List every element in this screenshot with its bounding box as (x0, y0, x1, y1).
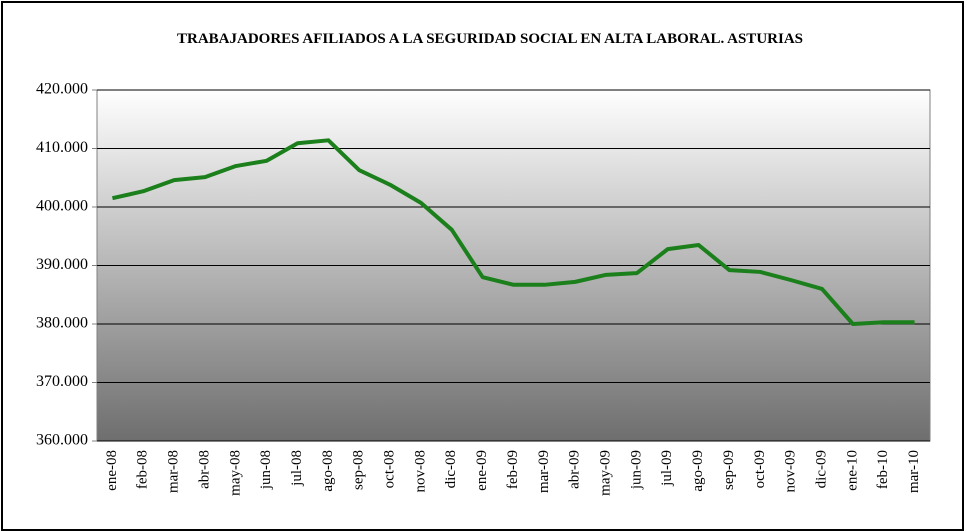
x-tick-label: jul-09 (659, 450, 675, 487)
x-tick-label: feb-08 (135, 450, 151, 489)
x-tick-label: jun-09 (628, 450, 644, 490)
x-tick-label: feb-09 (505, 450, 521, 489)
x-tick-label: may-08 (227, 450, 243, 496)
chart-title: TRABAJADORES AFILIADOS A LA SEGURIDAD SO… (176, 31, 803, 47)
x-tick-label: sep-09 (721, 450, 737, 490)
x-tick-label: nov-09 (783, 450, 799, 493)
x-tick-label: jun-08 (258, 450, 274, 490)
x-tick-label: ene-10 (844, 450, 860, 491)
x-tick-label: oct-09 (752, 450, 768, 488)
y-tick-label: 400.000 (36, 198, 88, 215)
y-tick-label: 410.000 (36, 139, 88, 156)
x-tick-label: ago-08 (320, 450, 336, 492)
x-tick-label: ene-09 (474, 450, 490, 491)
x-tick-label: ago-09 (690, 450, 706, 492)
x-tick-label: feb-10 (875, 450, 891, 489)
x-tick-label: dic-09 (813, 450, 829, 488)
data-line (111, 138, 915, 326)
x-tick-label: abr-08 (196, 450, 212, 489)
y-tick-label: 360.000 (36, 432, 88, 449)
x-tick-label: mar-09 (536, 450, 552, 493)
x-tick-label: mar-10 (906, 450, 922, 493)
y-tick-label: 370.000 (36, 373, 88, 390)
y-tick-label: 390.000 (36, 256, 88, 273)
y-tick-label: 380.000 (36, 315, 88, 332)
x-tick-label: ene-08 (104, 450, 120, 491)
x-tick-label: may-09 (597, 450, 613, 496)
x-tick-label: jul-08 (289, 450, 305, 487)
x-tick-label: mar-08 (166, 450, 182, 493)
x-tick-label: sep-08 (351, 450, 367, 490)
y-tick-label: 420.000 (36, 81, 88, 98)
x-tick-label: abr-09 (567, 450, 583, 489)
x-tick-label: dic-08 (443, 450, 459, 488)
x-tick-label: oct-08 (382, 450, 398, 488)
x-tick-label: nov-08 (412, 450, 428, 493)
